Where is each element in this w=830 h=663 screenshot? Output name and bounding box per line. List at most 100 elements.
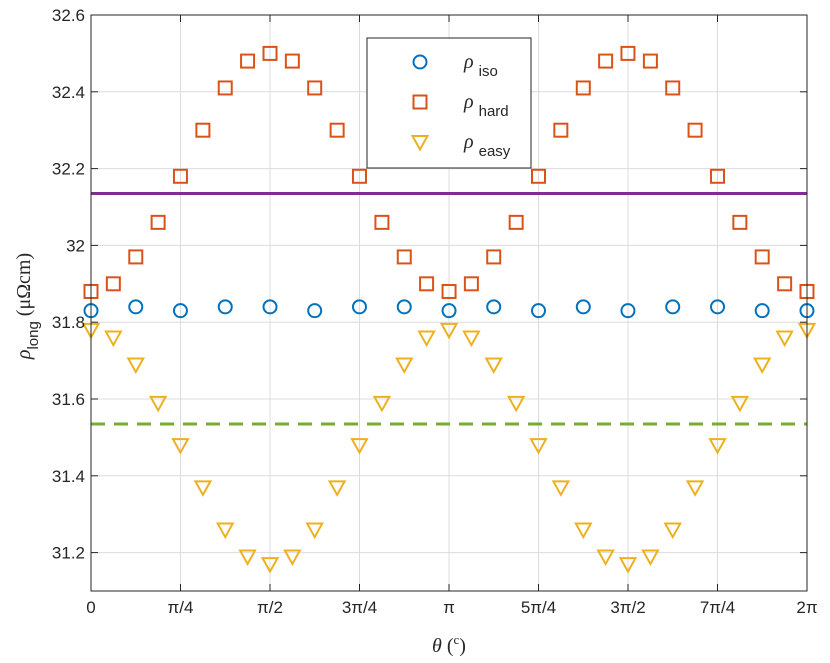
x-tick-label: 3π/2 — [610, 598, 645, 617]
x-tick-label: π/4 — [168, 598, 194, 617]
easy-point — [171, 438, 190, 455]
easy-point — [148, 395, 168, 413]
y-tick-label: 31.6 — [52, 390, 85, 409]
hard-point — [754, 249, 770, 265]
easy-point — [350, 438, 369, 455]
iso-point — [217, 299, 233, 315]
y-tick-label: 31.4 — [52, 467, 85, 486]
easy-point — [126, 357, 145, 374]
hard-point — [553, 122, 569, 138]
iso-point — [172, 303, 188, 319]
legend-easy-label: ρ easy — [463, 131, 511, 160]
x-tick-label: π/2 — [257, 598, 283, 617]
x-tick-label: 7π/4 — [700, 598, 735, 617]
legend-iso-marker — [412, 54, 428, 70]
hard-point — [329, 122, 345, 138]
easy-point — [193, 480, 213, 497]
y-tick-label: 31.8 — [52, 313, 85, 332]
iso-point — [620, 303, 636, 319]
iso-point — [486, 299, 502, 315]
x-axis-label: θ (c) — [432, 632, 466, 657]
easy-point — [305, 522, 324, 540]
easy-point — [775, 330, 794, 348]
easy-point — [104, 330, 123, 348]
x-tick-label: 5π/4 — [521, 598, 556, 617]
easy-point — [752, 357, 772, 374]
iso-point — [575, 299, 591, 315]
hard-point — [575, 80, 591, 96]
y-tick-label: 32.2 — [52, 160, 85, 179]
easy-point — [551, 480, 571, 497]
hard-point — [642, 53, 658, 69]
x-tick-label: 3π/4 — [342, 598, 377, 617]
reference-lines — [91, 192, 807, 426]
easy-point — [730, 395, 750, 413]
hard-point — [307, 80, 323, 96]
hard-point — [463, 276, 479, 292]
y-tick-label: 32 — [66, 236, 85, 255]
hard-point — [284, 53, 300, 69]
easy-point — [506, 395, 526, 413]
hard-point — [217, 80, 233, 96]
legend-easy-marker — [410, 135, 430, 152]
iso-point — [396, 299, 412, 315]
hard-point — [620, 45, 636, 61]
series-hard — [83, 45, 815, 299]
hard-point — [262, 45, 278, 61]
easy-point — [529, 438, 548, 455]
easy-point — [260, 557, 280, 574]
hard-point — [441, 283, 457, 299]
series-easy — [81, 322, 817, 574]
iso-point — [307, 303, 323, 319]
easy-point — [395, 357, 414, 374]
easy-point — [708, 438, 727, 455]
iso-point — [262, 299, 278, 315]
hard-point — [128, 249, 144, 265]
easy-point — [439, 322, 459, 340]
ticks: 0 π/4 π/2 3π/4 π 5π/4 3π/2 7π/4 2π 31.2 31.4 31.6 31… — [52, 6, 818, 617]
hard-point — [150, 214, 166, 230]
hard-point — [687, 122, 703, 138]
easy-point — [417, 330, 436, 348]
y-tick-label: 32.6 — [52, 6, 85, 25]
hard-point — [396, 249, 412, 265]
hard-point — [105, 276, 121, 292]
easy-point — [238, 549, 257, 566]
hard-point — [172, 168, 188, 184]
legend: ρ iso ρ hard ρ easy — [366, 37, 532, 169]
iso-point — [441, 303, 457, 319]
hard-point — [351, 168, 367, 184]
easy-point — [462, 330, 481, 348]
iso-point — [665, 299, 681, 315]
hard-point — [486, 249, 502, 265]
hard-point — [531, 168, 546, 184]
y-axis-label: ρlong (μΩcm) — [13, 253, 42, 360]
hard-point — [374, 214, 390, 230]
hard-point — [598, 53, 614, 69]
easy-point — [641, 549, 660, 566]
easy-point — [216, 522, 235, 540]
hard-point — [195, 122, 211, 138]
legend-hard-label: ρ hard — [463, 91, 509, 120]
x-tick-label: π — [443, 598, 455, 617]
legend-iso-label: ρ iso — [463, 51, 498, 80]
y-tick-label: 31.2 — [52, 544, 85, 563]
easy-point — [283, 549, 302, 566]
legend-hard-marker — [412, 94, 428, 110]
easy-point — [574, 522, 593, 540]
iso-point — [531, 303, 546, 319]
easy-point — [618, 557, 638, 574]
x-tick-label: 0 — [86, 598, 95, 617]
iso-point — [754, 303, 770, 319]
hard-point — [508, 214, 524, 230]
hard-point — [777, 276, 793, 292]
y-tick-label: 32.4 — [52, 83, 85, 102]
easy-point — [685, 480, 705, 497]
hard-point — [710, 168, 726, 184]
x-tick-label: 2π — [796, 598, 817, 617]
legend-box — [366, 37, 532, 169]
hard-point — [419, 276, 435, 292]
hard-point — [240, 53, 256, 69]
